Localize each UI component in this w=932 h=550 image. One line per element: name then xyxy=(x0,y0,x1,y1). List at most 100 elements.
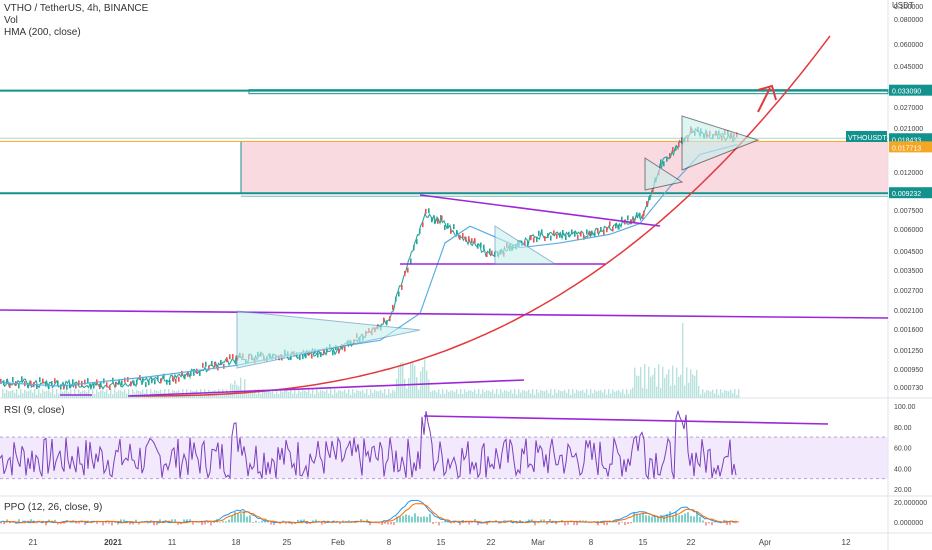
x-tick-label: 12 xyxy=(842,538,851,547)
candle xyxy=(160,378,162,384)
ppo-legend: PPO (12, 26, close, 9) xyxy=(4,502,102,514)
candle xyxy=(383,317,385,323)
volume-bar xyxy=(110,389,112,398)
x-tick-label: 11 xyxy=(168,538,177,547)
candle xyxy=(428,208,430,214)
ppo-bar xyxy=(639,514,641,523)
long-resistance-trendline xyxy=(0,309,889,319)
triangle-pattern-2 xyxy=(494,225,557,265)
volume-bar xyxy=(502,392,504,398)
volume-bar xyxy=(42,389,44,398)
ppo-bar xyxy=(57,522,59,525)
ppo-bar xyxy=(378,522,380,524)
volume-bar xyxy=(492,389,494,398)
ppo-bar xyxy=(75,522,77,524)
volume-bar xyxy=(434,390,436,398)
candle xyxy=(109,384,111,390)
candle xyxy=(544,236,546,242)
ppo-bar xyxy=(225,521,227,523)
price-tick-label: 0.001250 xyxy=(894,348,923,355)
price-label-value: 0.018433 xyxy=(892,137,921,144)
volume-bar xyxy=(4,392,6,398)
volume-bar xyxy=(34,389,36,398)
price-tick-label: 0.045000 xyxy=(894,64,923,71)
volume-bar xyxy=(480,394,482,398)
volume-bar xyxy=(384,389,386,398)
price-tick-label: 0.080000 xyxy=(894,17,923,24)
candle xyxy=(527,241,529,247)
volume-bar xyxy=(394,391,396,398)
volume-bar xyxy=(94,393,96,398)
candle xyxy=(489,248,491,254)
rsi-tick-label: 80.00 xyxy=(894,425,912,432)
candle xyxy=(27,382,29,388)
volume-bar xyxy=(54,394,56,398)
volume-bar xyxy=(562,391,564,398)
candle xyxy=(459,234,461,240)
candle xyxy=(621,216,623,222)
volume-bar xyxy=(558,389,560,398)
volume-bar xyxy=(50,392,52,398)
volume-bar xyxy=(424,359,426,398)
candle xyxy=(603,229,605,235)
ppo-bar xyxy=(390,522,392,525)
volume-bar xyxy=(448,391,450,398)
x-tick-label: 15 xyxy=(639,538,648,547)
volume-bar xyxy=(532,389,534,398)
ppo-bar xyxy=(522,521,524,523)
ppo-bar xyxy=(84,522,86,525)
candle xyxy=(589,230,591,236)
volume-bar xyxy=(294,389,296,398)
ppo-bar xyxy=(435,522,437,523)
volume-bar xyxy=(312,389,314,398)
volume-bar xyxy=(30,389,32,398)
candle xyxy=(51,381,53,387)
candle xyxy=(524,241,526,247)
volume-bar xyxy=(442,389,444,398)
volume-bar xyxy=(352,389,354,398)
ppo-bar xyxy=(189,519,191,523)
candle xyxy=(220,359,222,365)
volume-bar xyxy=(688,382,690,398)
rsi-tick-label: 100.00 xyxy=(894,404,916,411)
ppo-bar xyxy=(654,516,656,523)
ppo-bar xyxy=(414,513,416,523)
volume-bar xyxy=(14,392,16,398)
volume-bar xyxy=(146,389,148,398)
x-tick-label: 8 xyxy=(387,538,392,547)
volume-bar xyxy=(580,390,582,398)
volume-bar xyxy=(588,394,590,398)
candle xyxy=(577,235,579,241)
volume-bar xyxy=(534,394,536,398)
volume-bar xyxy=(730,389,732,398)
ppo-bar xyxy=(384,522,386,524)
candle xyxy=(401,284,403,290)
volume-bar xyxy=(456,389,458,398)
candle xyxy=(643,210,645,216)
volume-bar xyxy=(618,390,620,398)
candle xyxy=(178,376,180,382)
candle xyxy=(591,230,593,236)
volume-bar xyxy=(666,374,668,398)
volume-bar xyxy=(444,393,446,398)
volume-bar xyxy=(296,394,298,398)
ppo-bar xyxy=(672,516,674,523)
volume-bar xyxy=(276,389,278,398)
ppo-bar xyxy=(114,522,116,523)
volume-bar xyxy=(342,391,344,398)
main-legend: VTHO / TetherUS, 4h, BINANCE Vol HMA (20… xyxy=(4,3,148,39)
ppo-bar xyxy=(498,522,500,524)
candle xyxy=(477,243,479,249)
volume-bar xyxy=(680,374,682,398)
chart-title: VTHO / TetherUS, 4h, BINANCE xyxy=(4,3,149,14)
ppo-bar xyxy=(156,522,158,526)
ppo-bar xyxy=(270,522,272,525)
price-label-value: 0.017713 xyxy=(892,145,921,152)
volume-bar xyxy=(60,389,62,398)
candle xyxy=(124,377,126,383)
volume-bar xyxy=(78,389,80,398)
volume-bar xyxy=(622,389,624,398)
volume-bar xyxy=(368,394,370,398)
candle xyxy=(398,291,400,297)
